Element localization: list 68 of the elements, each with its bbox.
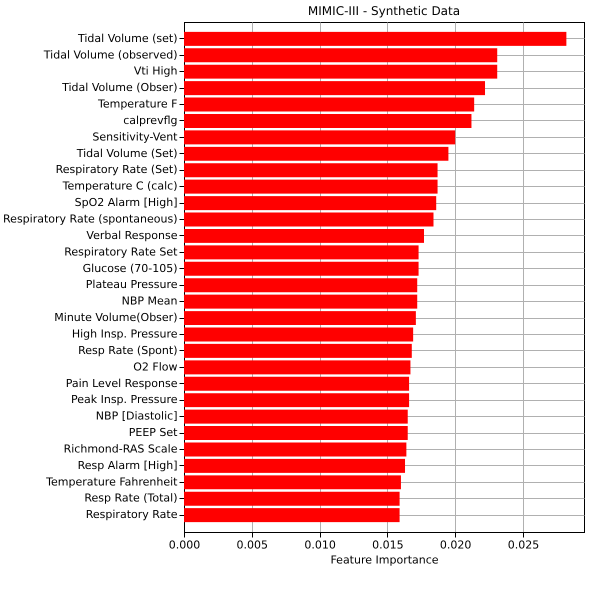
y-tick-label: Vti High bbox=[134, 64, 178, 78]
y-tick-label: Temperature F bbox=[96, 98, 178, 111]
bar bbox=[184, 278, 418, 292]
y-tick-label: Tidal Volume (set) bbox=[76, 32, 178, 45]
bar bbox=[184, 64, 498, 79]
y-tick-label: Respiratory Rate Set bbox=[64, 245, 178, 258]
x-tick-label: 0.020 bbox=[440, 538, 472, 552]
bar bbox=[184, 32, 566, 46]
bar bbox=[184, 360, 410, 374]
y-tick-label: Richmond-RAS Scale bbox=[64, 442, 178, 456]
y-tick-label: Resp Rate (Spont) bbox=[78, 344, 178, 357]
y-tick-label: Respiratory Rate (Set) bbox=[56, 163, 178, 176]
y-tick-label: Respiratory Rate bbox=[86, 508, 178, 522]
y-tick-label: Resp Rate (Total) bbox=[84, 492, 178, 505]
y-tick-label: Verbal Response bbox=[86, 228, 178, 242]
bar bbox=[184, 311, 416, 326]
y-tick-label: Pain Level Response bbox=[66, 376, 178, 390]
y-tick-label: Tidal Volume (Set) bbox=[76, 146, 178, 160]
y-tick-label: NBP Mean bbox=[122, 294, 178, 308]
bar bbox=[184, 508, 400, 522]
bar bbox=[184, 328, 414, 342]
bar bbox=[184, 458, 406, 473]
bar bbox=[184, 393, 410, 408]
y-tick-label: Minute Volume(Obser) bbox=[54, 311, 178, 324]
bar bbox=[184, 262, 419, 276]
x-tick-label: 0.025 bbox=[508, 538, 540, 552]
bar bbox=[184, 180, 438, 194]
bar bbox=[184, 48, 498, 62]
bar bbox=[184, 98, 474, 112]
y-tick-label: Sensitivity-Vent bbox=[92, 130, 178, 144]
bar bbox=[184, 196, 436, 210]
y-tick-label: Tidal Volume (Obser) bbox=[61, 81, 178, 94]
y-tick-label: PEEP Set bbox=[128, 426, 178, 440]
bar bbox=[184, 228, 424, 243]
y-tick-label: Glucose (70-105) bbox=[82, 262, 178, 275]
bar bbox=[184, 475, 401, 490]
bar bbox=[184, 146, 448, 161]
y-tick-label: NBP [Diastolic] bbox=[96, 410, 178, 423]
y-tick-label: SpO2 Alarm [High] bbox=[74, 196, 178, 210]
x-tick-label: 0.005 bbox=[236, 538, 268, 552]
bar bbox=[184, 344, 412, 358]
bar bbox=[184, 163, 438, 178]
bar bbox=[184, 376, 410, 391]
y-tick-label: Tidal Volume (observed) bbox=[42, 48, 178, 62]
y-tick-label: Resp Alarm [High] bbox=[78, 458, 178, 472]
bar bbox=[184, 442, 406, 456]
bar bbox=[184, 294, 418, 309]
bar bbox=[184, 114, 472, 128]
y-tick-label: O2 Flow bbox=[133, 360, 178, 374]
bar bbox=[184, 492, 400, 506]
bar bbox=[184, 245, 419, 260]
bar bbox=[184, 130, 456, 144]
y-tick-label: High Insp. Pressure bbox=[72, 327, 178, 340]
x-tick-label: 0.000 bbox=[168, 538, 200, 552]
bar bbox=[184, 81, 486, 96]
bar bbox=[184, 410, 408, 424]
x-tick-label: 0.015 bbox=[372, 538, 404, 552]
y-tick-label: Temperature Fahrenheit bbox=[45, 475, 178, 488]
y-tick-label: Temperature C (calc) bbox=[62, 180, 178, 193]
y-tick-label: Plateau Pressure bbox=[86, 278, 178, 292]
x-tick-label: 0.010 bbox=[304, 538, 336, 552]
y-tick-label: calprevflg bbox=[123, 114, 178, 127]
x-axis-title: Feature Importance bbox=[330, 554, 439, 566]
y-tick-label: Respiratory Rate (spontaneous) bbox=[3, 212, 178, 226]
chart-title: MIMIC-III - Synthetic Data bbox=[308, 4, 460, 18]
bar bbox=[184, 212, 434, 226]
bar bbox=[184, 426, 408, 440]
y-tick-label: Peak Insp. Pressure bbox=[70, 393, 178, 406]
